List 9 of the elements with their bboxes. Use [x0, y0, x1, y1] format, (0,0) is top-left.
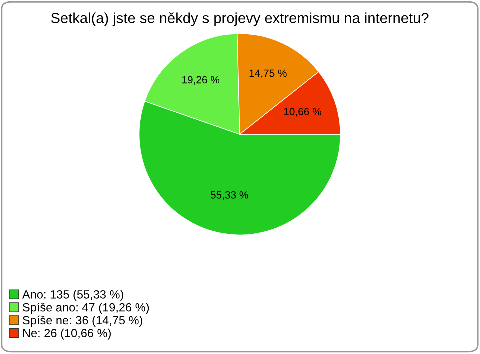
data-label: 55,33 %: [210, 191, 248, 200]
data-label: 19,26 %: [182, 76, 220, 85]
chart-title: Setkal(a) jste se někdy s projevy extremismu na internetu?: [51, 12, 429, 26]
legend-label: Ano: 135 (55,33 %): [22, 290, 124, 302]
legend-label: Ne: 26 (10,66 %): [23, 328, 111, 340]
data-label: 10,66 %: [284, 108, 322, 117]
data-label: 14,75 %: [250, 70, 287, 78]
legend-label: Spíše ano: 47 (19,26 %): [23, 302, 150, 314]
legend-label: Spíše ne: 36 (14,75 %): [23, 316, 142, 327]
